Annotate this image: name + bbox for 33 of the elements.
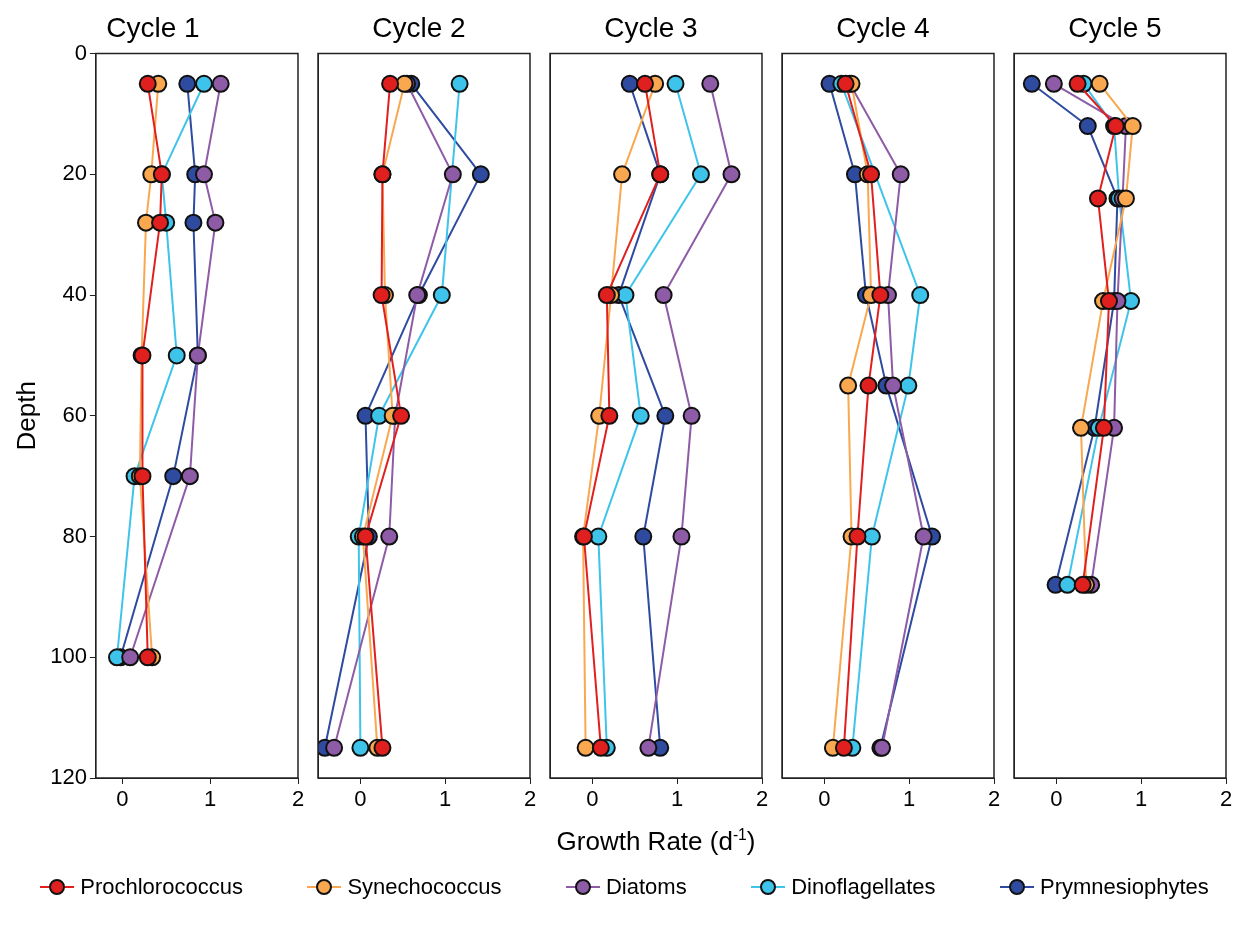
legend-label: Synechococcus — [347, 874, 502, 900]
chart-title: Cycle 4 — [836, 11, 930, 43]
y-tick-label: 100 — [50, 643, 87, 669]
x-tick-label: 2 — [755, 786, 769, 812]
legend-label: Dinoflagellates — [791, 874, 936, 900]
x-tick-label: 2 — [1219, 786, 1233, 812]
x-tick-label: 0 — [586, 786, 599, 812]
y-tick-label: 120 — [50, 764, 87, 790]
x-tick-label: 2 — [291, 786, 305, 812]
x-tick-label: 2 — [987, 786, 1001, 812]
chart-title: Cycle 2 — [372, 11, 466, 43]
x-tick-label: 1 — [1135, 786, 1148, 812]
y-axis-title: Depth — [10, 381, 41, 451]
chart-title: Cycle 5 — [1068, 11, 1162, 43]
x-tick-label: 1 — [439, 786, 452, 812]
y-tick-label: 20 — [62, 160, 87, 186]
legend-label: Diatoms — [605, 874, 687, 900]
x-tick-label: 1 — [903, 786, 916, 812]
x-tick-label: 0 — [1050, 786, 1063, 812]
y-tick-label: 80 — [62, 522, 87, 548]
y-tick-label: 40 — [62, 281, 87, 307]
x-tick-label: 1 — [671, 786, 684, 812]
legend-label: Prochlorococcus — [80, 874, 243, 900]
x-tick-label: 1 — [204, 786, 217, 812]
y-tick-label: 0 — [74, 39, 87, 65]
chart-title: Cycle 1 — [106, 11, 200, 43]
y-tick-label: 60 — [62, 401, 87, 427]
x-tick-label: 0 — [116, 786, 129, 812]
x-tick-label: 2 — [523, 786, 537, 812]
chart-title: Cycle 3 — [604, 11, 698, 43]
x-tick-label: 0 — [818, 786, 831, 812]
legend-label: Prymnesiophytes — [1039, 874, 1209, 900]
x-tick-label: 0 — [354, 786, 367, 812]
